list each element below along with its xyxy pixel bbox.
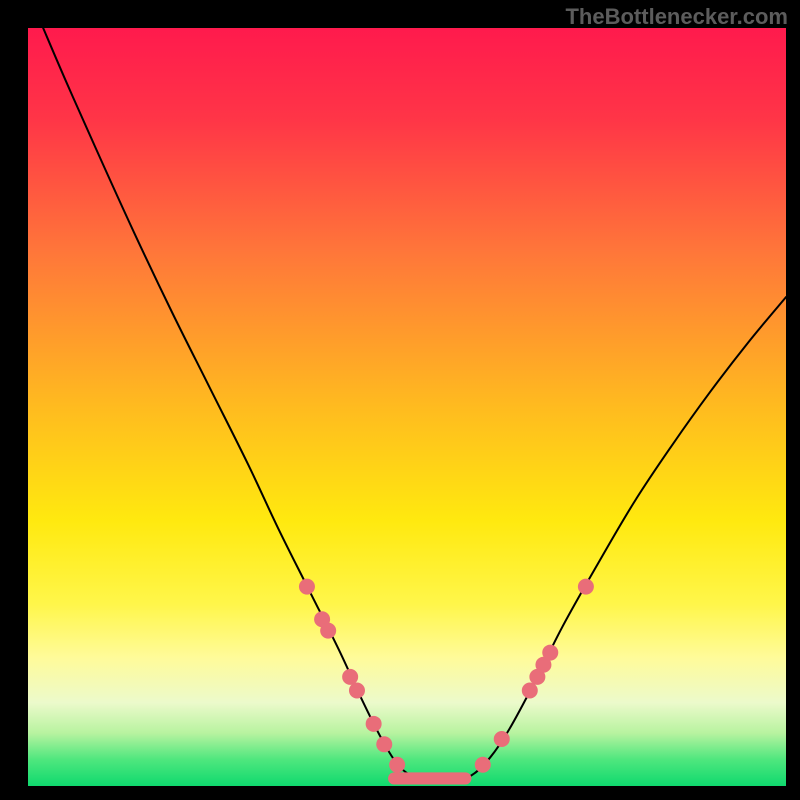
curve-marker	[376, 736, 392, 752]
curve-marker	[522, 682, 538, 698]
curve-marker	[494, 731, 510, 747]
chart-canvas	[0, 0, 800, 800]
curve-marker	[299, 579, 315, 595]
curve-marker	[366, 716, 382, 732]
curve-marker	[578, 579, 594, 595]
watermark-text: TheBottlenecker.com	[565, 4, 788, 30]
curve-marker	[389, 757, 405, 773]
bottleneck-chart: TheBottlenecker.com	[0, 0, 800, 800]
curve-marker	[320, 623, 336, 639]
plot-gradient-background	[28, 28, 786, 786]
curve-marker	[542, 645, 558, 661]
curve-marker	[342, 669, 358, 685]
valley-strip	[388, 772, 471, 784]
curve-marker	[475, 757, 491, 773]
curve-marker	[349, 682, 365, 698]
